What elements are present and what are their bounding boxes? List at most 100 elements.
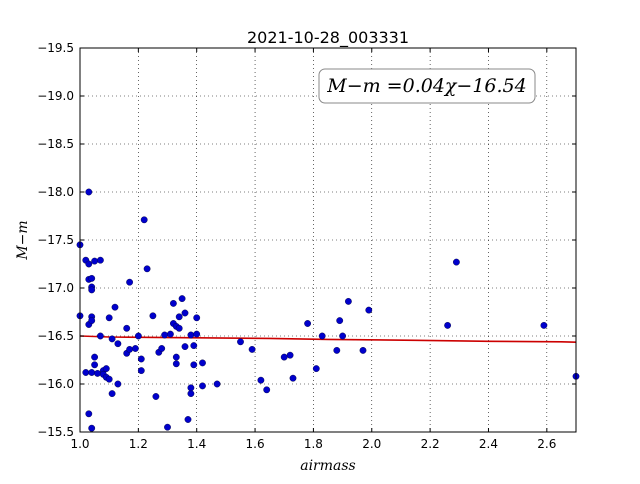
data-point [263, 386, 271, 394]
data-point [123, 324, 131, 332]
data-point [444, 321, 451, 329]
data-point [97, 256, 104, 264]
x-tick-label: 1.8 [304, 437, 323, 451]
y-tick-label: −18.5 [37, 137, 74, 151]
chart-title: 2021-10-28_003331 [247, 28, 409, 48]
data-point [181, 309, 189, 317]
data-point [540, 321, 548, 329]
data-point [131, 345, 139, 352]
data-point [85, 188, 93, 196]
y-tick-label: −16.5 [37, 329, 74, 343]
x-axis-label: airmass [300, 458, 356, 474]
data-point [88, 424, 96, 432]
data-point [82, 369, 90, 376]
data-point [193, 330, 201, 338]
data-point [190, 342, 198, 349]
data-point [213, 380, 221, 388]
data-point [318, 332, 326, 340]
data-point [137, 355, 145, 363]
x-tick-label: 1.2 [129, 437, 148, 451]
data-point [88, 286, 96, 294]
data-point [126, 278, 134, 286]
data-point [257, 376, 265, 384]
data-point [152, 393, 160, 400]
x-tick-label: 2.2 [421, 437, 440, 451]
x-tick-label: 1.4 [187, 437, 206, 451]
x-tick-label: 1.0 [70, 437, 89, 451]
x-tick-label: 2.4 [479, 437, 498, 451]
data-point [102, 365, 110, 372]
data-point [85, 410, 93, 418]
data-point [166, 330, 174, 338]
fit-annotation: M−m =0.04χ−16.54 [318, 68, 536, 104]
data-point [143, 265, 151, 273]
x-tick-label: 2.6 [537, 437, 556, 451]
data-point [190, 361, 198, 369]
y-tick-label: −19.0 [37, 89, 74, 103]
data-point [312, 365, 320, 372]
x-tick-label: 2.0 [362, 437, 381, 451]
annotation-text: M−m =0.04χ−16.54 [326, 75, 526, 97]
data-point [286, 351, 294, 359]
data-point [149, 312, 157, 320]
data-point [184, 416, 192, 423]
y-tick-label: −16.0 [37, 377, 74, 391]
y-tick-label: −15.5 [37, 425, 74, 439]
data-point [187, 384, 195, 392]
data-point [359, 346, 367, 354]
data-point [169, 299, 177, 307]
y-tick-label: −17.0 [37, 281, 74, 295]
data-point [105, 314, 113, 322]
data-point [126, 345, 134, 353]
data-point [248, 345, 256, 353]
y-tick-label: −19.5 [37, 41, 74, 55]
y-tick-label: −18.0 [37, 185, 74, 199]
data-point [172, 353, 180, 361]
data-point [339, 332, 346, 340]
data-point [178, 295, 186, 302]
data-point [175, 313, 183, 321]
data-point [158, 345, 166, 352]
data-point [280, 353, 288, 361]
data-point [181, 343, 189, 350]
data-point [88, 317, 96, 324]
data-point [336, 317, 344, 324]
data-point [137, 367, 145, 374]
data-point [199, 382, 206, 390]
data-point [344, 297, 352, 305]
data-point [237, 338, 244, 346]
data-point [164, 423, 171, 431]
data-point [175, 324, 183, 332]
data-point [91, 361, 99, 369]
data-point [88, 369, 96, 376]
data-point [111, 303, 119, 311]
data-point [199, 359, 206, 367]
data-point [88, 274, 96, 282]
data-point [108, 335, 116, 343]
data-point [91, 353, 99, 361]
data-point [172, 360, 180, 368]
data-point [114, 380, 122, 388]
data-point [452, 258, 460, 266]
data-point [187, 331, 195, 339]
data-point [108, 390, 116, 397]
data-point [187, 390, 195, 397]
points-layer [76, 188, 580, 432]
data-point [114, 340, 122, 348]
data-point [85, 260, 93, 268]
data-point [193, 314, 201, 322]
y-tick-label: −17.5 [37, 233, 74, 247]
data-point [333, 346, 341, 354]
data-point [134, 332, 142, 340]
data-point [161, 331, 169, 339]
data-point [289, 374, 297, 382]
x-tick-label: 1.6 [246, 437, 265, 451]
data-point [105, 375, 113, 383]
data-point [365, 306, 373, 314]
data-point [97, 332, 104, 340]
annotation-box [318, 68, 536, 104]
ticks-layer: 1.0 1.2 1.4 1.6 1.8 2.0 2.2 2.4 2.6 −15.5 −16.0 −16… [37, 41, 576, 451]
y-axis-label: M−m [15, 220, 31, 260]
